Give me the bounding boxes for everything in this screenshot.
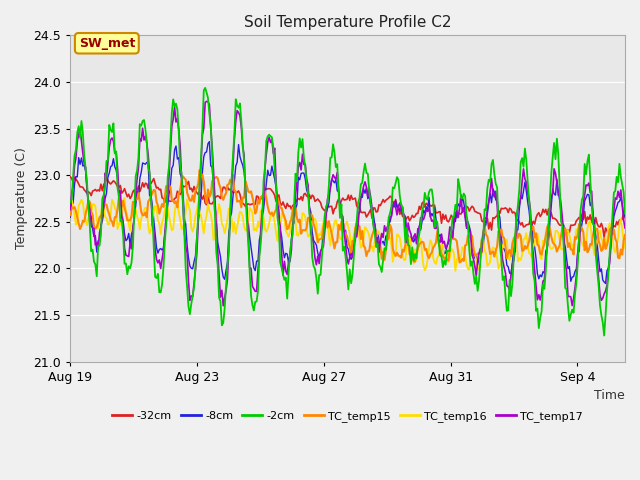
- Title: Soil Temperature Profile C2: Soil Temperature Profile C2: [244, 15, 451, 30]
- Text: SW_met: SW_met: [79, 37, 135, 50]
- Y-axis label: Temperature (C): Temperature (C): [15, 147, 28, 250]
- Legend: -32cm, -8cm, -2cm, TC_temp15, TC_temp16, TC_temp17: -32cm, -8cm, -2cm, TC_temp15, TC_temp16,…: [108, 407, 588, 426]
- X-axis label: Time: Time: [595, 389, 625, 402]
